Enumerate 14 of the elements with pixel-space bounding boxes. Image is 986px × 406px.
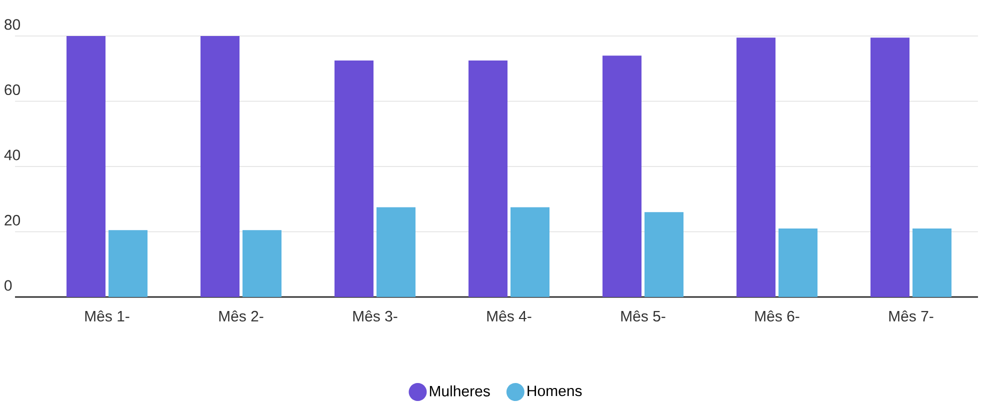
- y-tick-label: 80: [4, 19, 20, 30]
- y-tick-label: 0: [4, 280, 12, 291]
- x-tick-label: Mês 3-: [353, 310, 398, 322]
- x-tick-label: Mês 6-: [755, 310, 800, 322]
- x-tick-label: Mês 1-: [85, 310, 130, 322]
- x-tick-label: Mês 4-: [487, 310, 532, 322]
- legend-label: Homens: [528, 386, 582, 396]
- x-tick-label: Mês 2-: [219, 310, 264, 322]
- x-tick-label: Mês 5-: [621, 310, 666, 322]
- x-tick-label: Mês 7-: [889, 310, 934, 322]
- y-tick-label: 20: [4, 214, 20, 226]
- y-tick-label: 60: [4, 84, 20, 96]
- y-tick-label: 40: [4, 150, 20, 160]
- legend-label: Mulheres: [430, 385, 490, 396]
